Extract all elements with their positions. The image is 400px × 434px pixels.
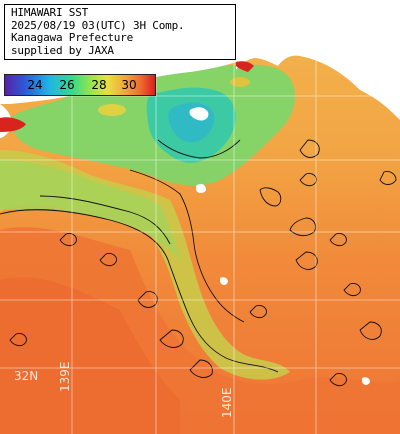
coast-red-east xyxy=(236,61,254,72)
latitude-label: 32N xyxy=(14,369,39,383)
map-info-box: HIMAWARI SST 2025/08/19 03(UTC) 3H Comp.… xyxy=(4,4,236,60)
longitude-label: 140E xyxy=(220,387,234,419)
land-island xyxy=(362,377,370,385)
product-name: HIMAWARI SST xyxy=(11,6,89,19)
timestamp: 2025/08/19 03(UTC) 3H Comp. xyxy=(11,18,185,32)
isotherm-contours xyxy=(0,139,397,387)
longitude-label: 139E xyxy=(58,361,72,393)
land-island xyxy=(196,183,206,193)
bay-patch xyxy=(98,104,126,116)
temperature-colorbar: 24 26 28 30 xyxy=(4,74,156,96)
bay-patch xyxy=(230,77,250,87)
colorbar-tick: 24 xyxy=(27,78,43,92)
land-island xyxy=(220,277,228,285)
colorbar-tick: 26 xyxy=(59,78,75,92)
data-credit: supplied by JAXA xyxy=(11,43,114,57)
cool-tongue-core xyxy=(0,160,182,262)
colorbar-tick: 28 xyxy=(91,78,107,92)
land-island xyxy=(189,107,209,121)
region-name: Kanagawa Prefecture xyxy=(11,31,134,44)
colorbar-gradient xyxy=(4,74,156,96)
hot-sea-zone xyxy=(0,277,180,434)
colorbar-tick: 30 xyxy=(121,78,137,92)
coast-red-west xyxy=(0,117,26,132)
